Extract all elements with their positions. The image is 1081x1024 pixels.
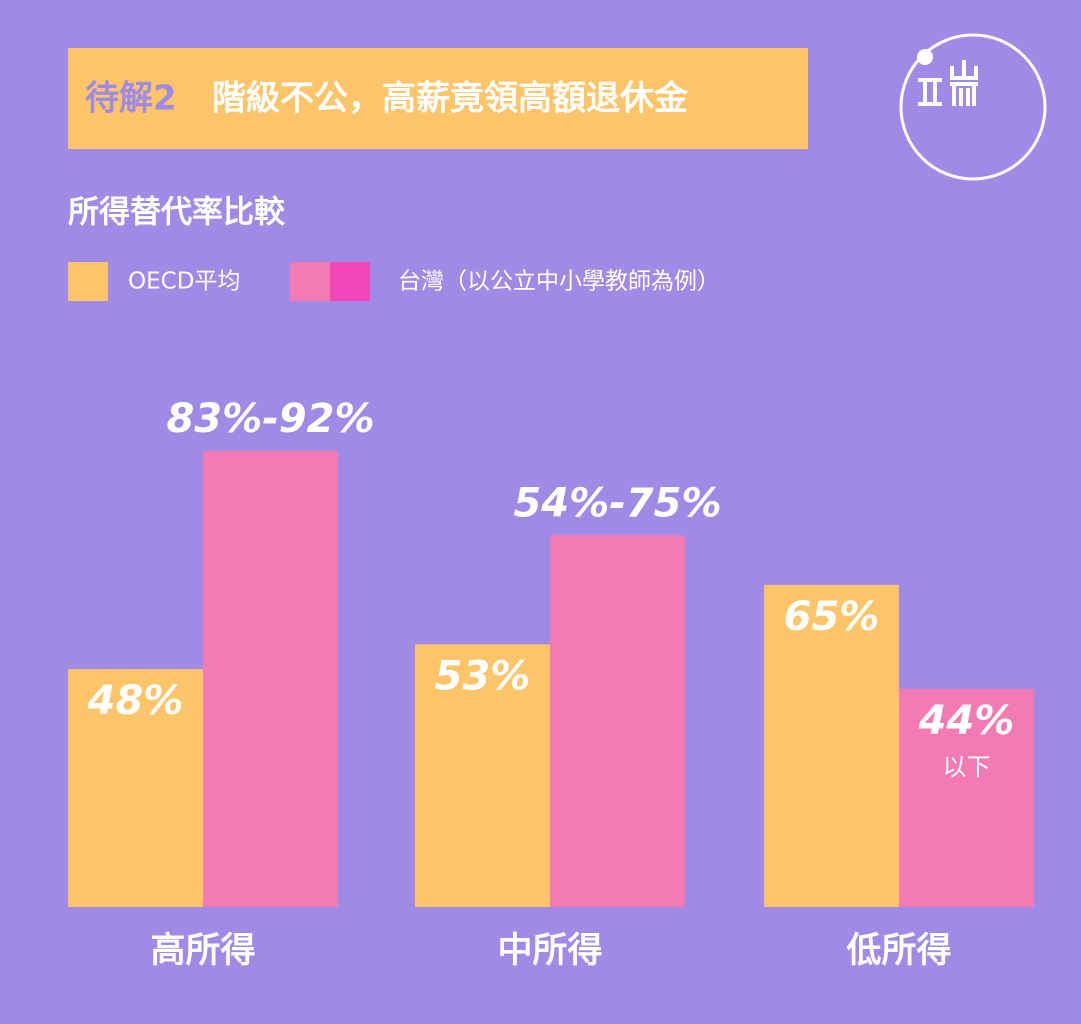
value-label: 83%-92% bbox=[166, 396, 374, 442]
legend-swatch bbox=[68, 262, 108, 301]
bar bbox=[68, 669, 203, 907]
logo bbox=[899, 33, 1047, 181]
chart-subtitle: 所得替代率比較 bbox=[68, 195, 286, 231]
legend-label: 台灣（以公立中小學教師為例） bbox=[398, 269, 720, 295]
bar bbox=[550, 535, 685, 907]
bar bbox=[764, 584, 899, 907]
x-tick-label: 低所得 bbox=[846, 931, 951, 971]
legend-swatch bbox=[330, 262, 370, 301]
bar bbox=[899, 688, 1034, 907]
bar bbox=[203, 451, 338, 907]
legend-swatch bbox=[290, 262, 330, 301]
value-label: 53% bbox=[435, 653, 531, 699]
value-label: 44% bbox=[918, 698, 1015, 744]
bar bbox=[415, 644, 550, 907]
x-tick-label: 高所得 bbox=[150, 931, 255, 971]
value-label: 48% bbox=[87, 678, 184, 724]
value-label: 65% bbox=[784, 594, 880, 640]
chart-title: 階級不公，高薪竟領高額退休金 bbox=[212, 79, 689, 119]
title-box bbox=[68, 48, 808, 149]
title-prefix: 待解2 bbox=[85, 79, 177, 119]
value-label: 54%-75% bbox=[513, 480, 721, 526]
x-tick-label: 中所得 bbox=[497, 931, 602, 971]
value-note: 以下 bbox=[943, 753, 991, 781]
legend-label: OECD平均 bbox=[128, 269, 240, 295]
